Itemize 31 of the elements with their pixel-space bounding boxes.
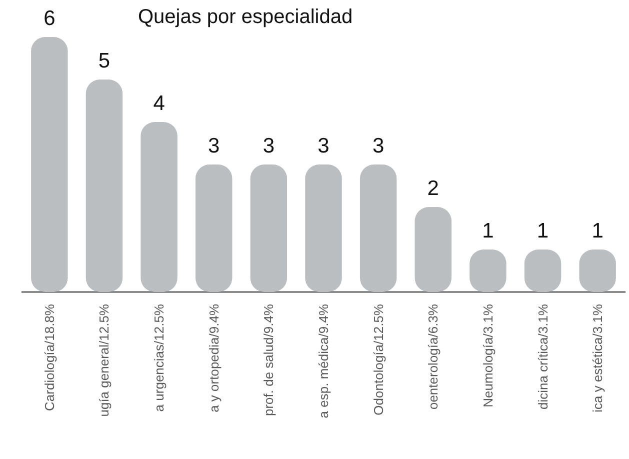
bar — [250, 164, 288, 292]
data-label: 1 — [482, 220, 494, 242]
x-tick-label: Odontología/12.5% — [370, 304, 386, 416]
x-tick-label: a y ortopedia/9.4% — [206, 304, 222, 412]
data-label: 3 — [318, 134, 330, 158]
chart-title: Quejas por especialidad — [138, 6, 353, 28]
bar — [196, 164, 232, 292]
bar — [414, 207, 452, 292]
bar — [86, 80, 123, 292]
bar — [31, 37, 68, 292]
data-label: 6 — [44, 7, 56, 30]
bar — [305, 164, 342, 292]
data-label: 4 — [153, 92, 166, 115]
data-label: 2 — [427, 177, 439, 200]
x-tick-label: Cardiología/18.8% — [42, 304, 57, 411]
data-label: 1 — [536, 220, 549, 242]
x-tick-label: a esp. médica/9.4% — [316, 304, 331, 418]
x-tick-label: a urgencias/12.5% — [152, 304, 167, 412]
x-tick-label: ugía general/12.5% — [96, 304, 112, 417]
bar — [360, 164, 397, 292]
x-tick-label: ica y estética/3.1% — [590, 304, 606, 412]
data-label: 3 — [208, 134, 220, 158]
x-tick-label: oenterología/6.3% — [426, 304, 441, 410]
data-label: 3 — [372, 134, 384, 158]
data-label: 3 — [262, 134, 275, 158]
x-tick-label: prof. de salud/9.4% — [261, 304, 276, 416]
x-tick-label: Neumología/3.1% — [480, 304, 496, 408]
data-label: 5 — [98, 50, 110, 72]
x-tick-label: dicina crítica/3.1% — [535, 304, 550, 410]
data-label: 1 — [592, 220, 604, 242]
bar — [140, 122, 178, 292]
